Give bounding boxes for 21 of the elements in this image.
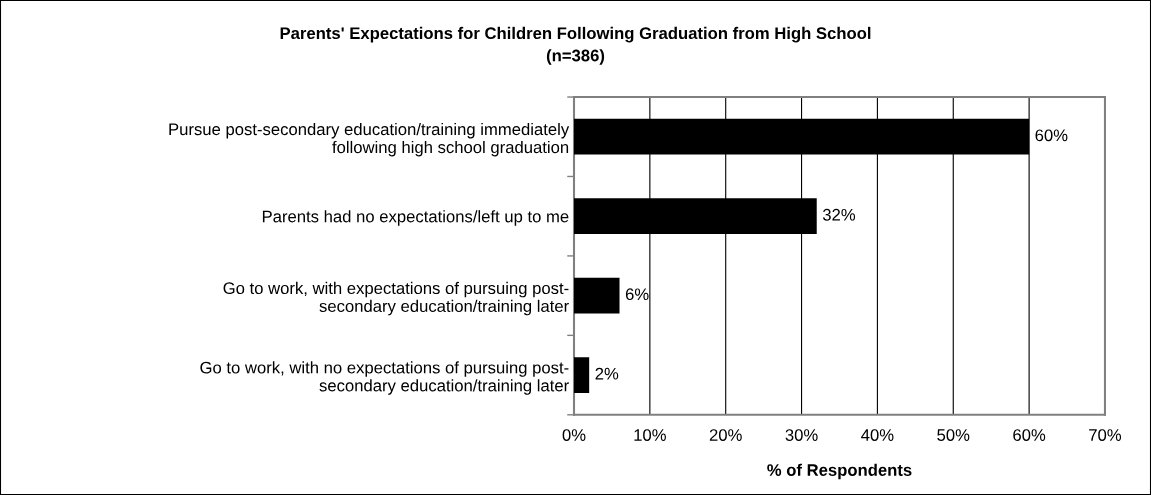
x-tick-label: 40% — [861, 429, 894, 441]
x-tick-label: 60% — [1013, 429, 1046, 441]
chart-subtitle: (n=386) — [546, 49, 605, 65]
x-tick-label: 0% — [562, 429, 586, 441]
chart-title: Parents' Expectations for Children Following Graduation from High School — [280, 26, 871, 43]
bar — [574, 277, 620, 314]
x-axis-title: % of Respondents — [767, 463, 912, 480]
y-tick-label: Go to work, with no expectations of pursuing post- secondary education/training later — [200, 361, 569, 395]
bar — [574, 357, 590, 393]
data-label: 2% — [595, 367, 619, 380]
x-tick-label: 70% — [1089, 429, 1122, 441]
x-tick-label: 20% — [709, 429, 742, 441]
y-tick-label: Go to work, with expectations of pursuing post- secondary education/training later — [223, 281, 569, 316]
data-label: 60% — [1035, 129, 1068, 142]
y-tick-label: Parents had no expectations/left up to me — [262, 210, 569, 226]
data-label: 6% — [625, 288, 649, 301]
data-label: 32% — [822, 208, 856, 221]
x-tick-label: 50% — [937, 429, 970, 441]
y-tick-label: Pursue post-secondary education/training immediately following high school graduation — [169, 122, 570, 157]
x-tick-label: 30% — [785, 429, 818, 441]
x-tick-label: 10% — [634, 429, 666, 441]
